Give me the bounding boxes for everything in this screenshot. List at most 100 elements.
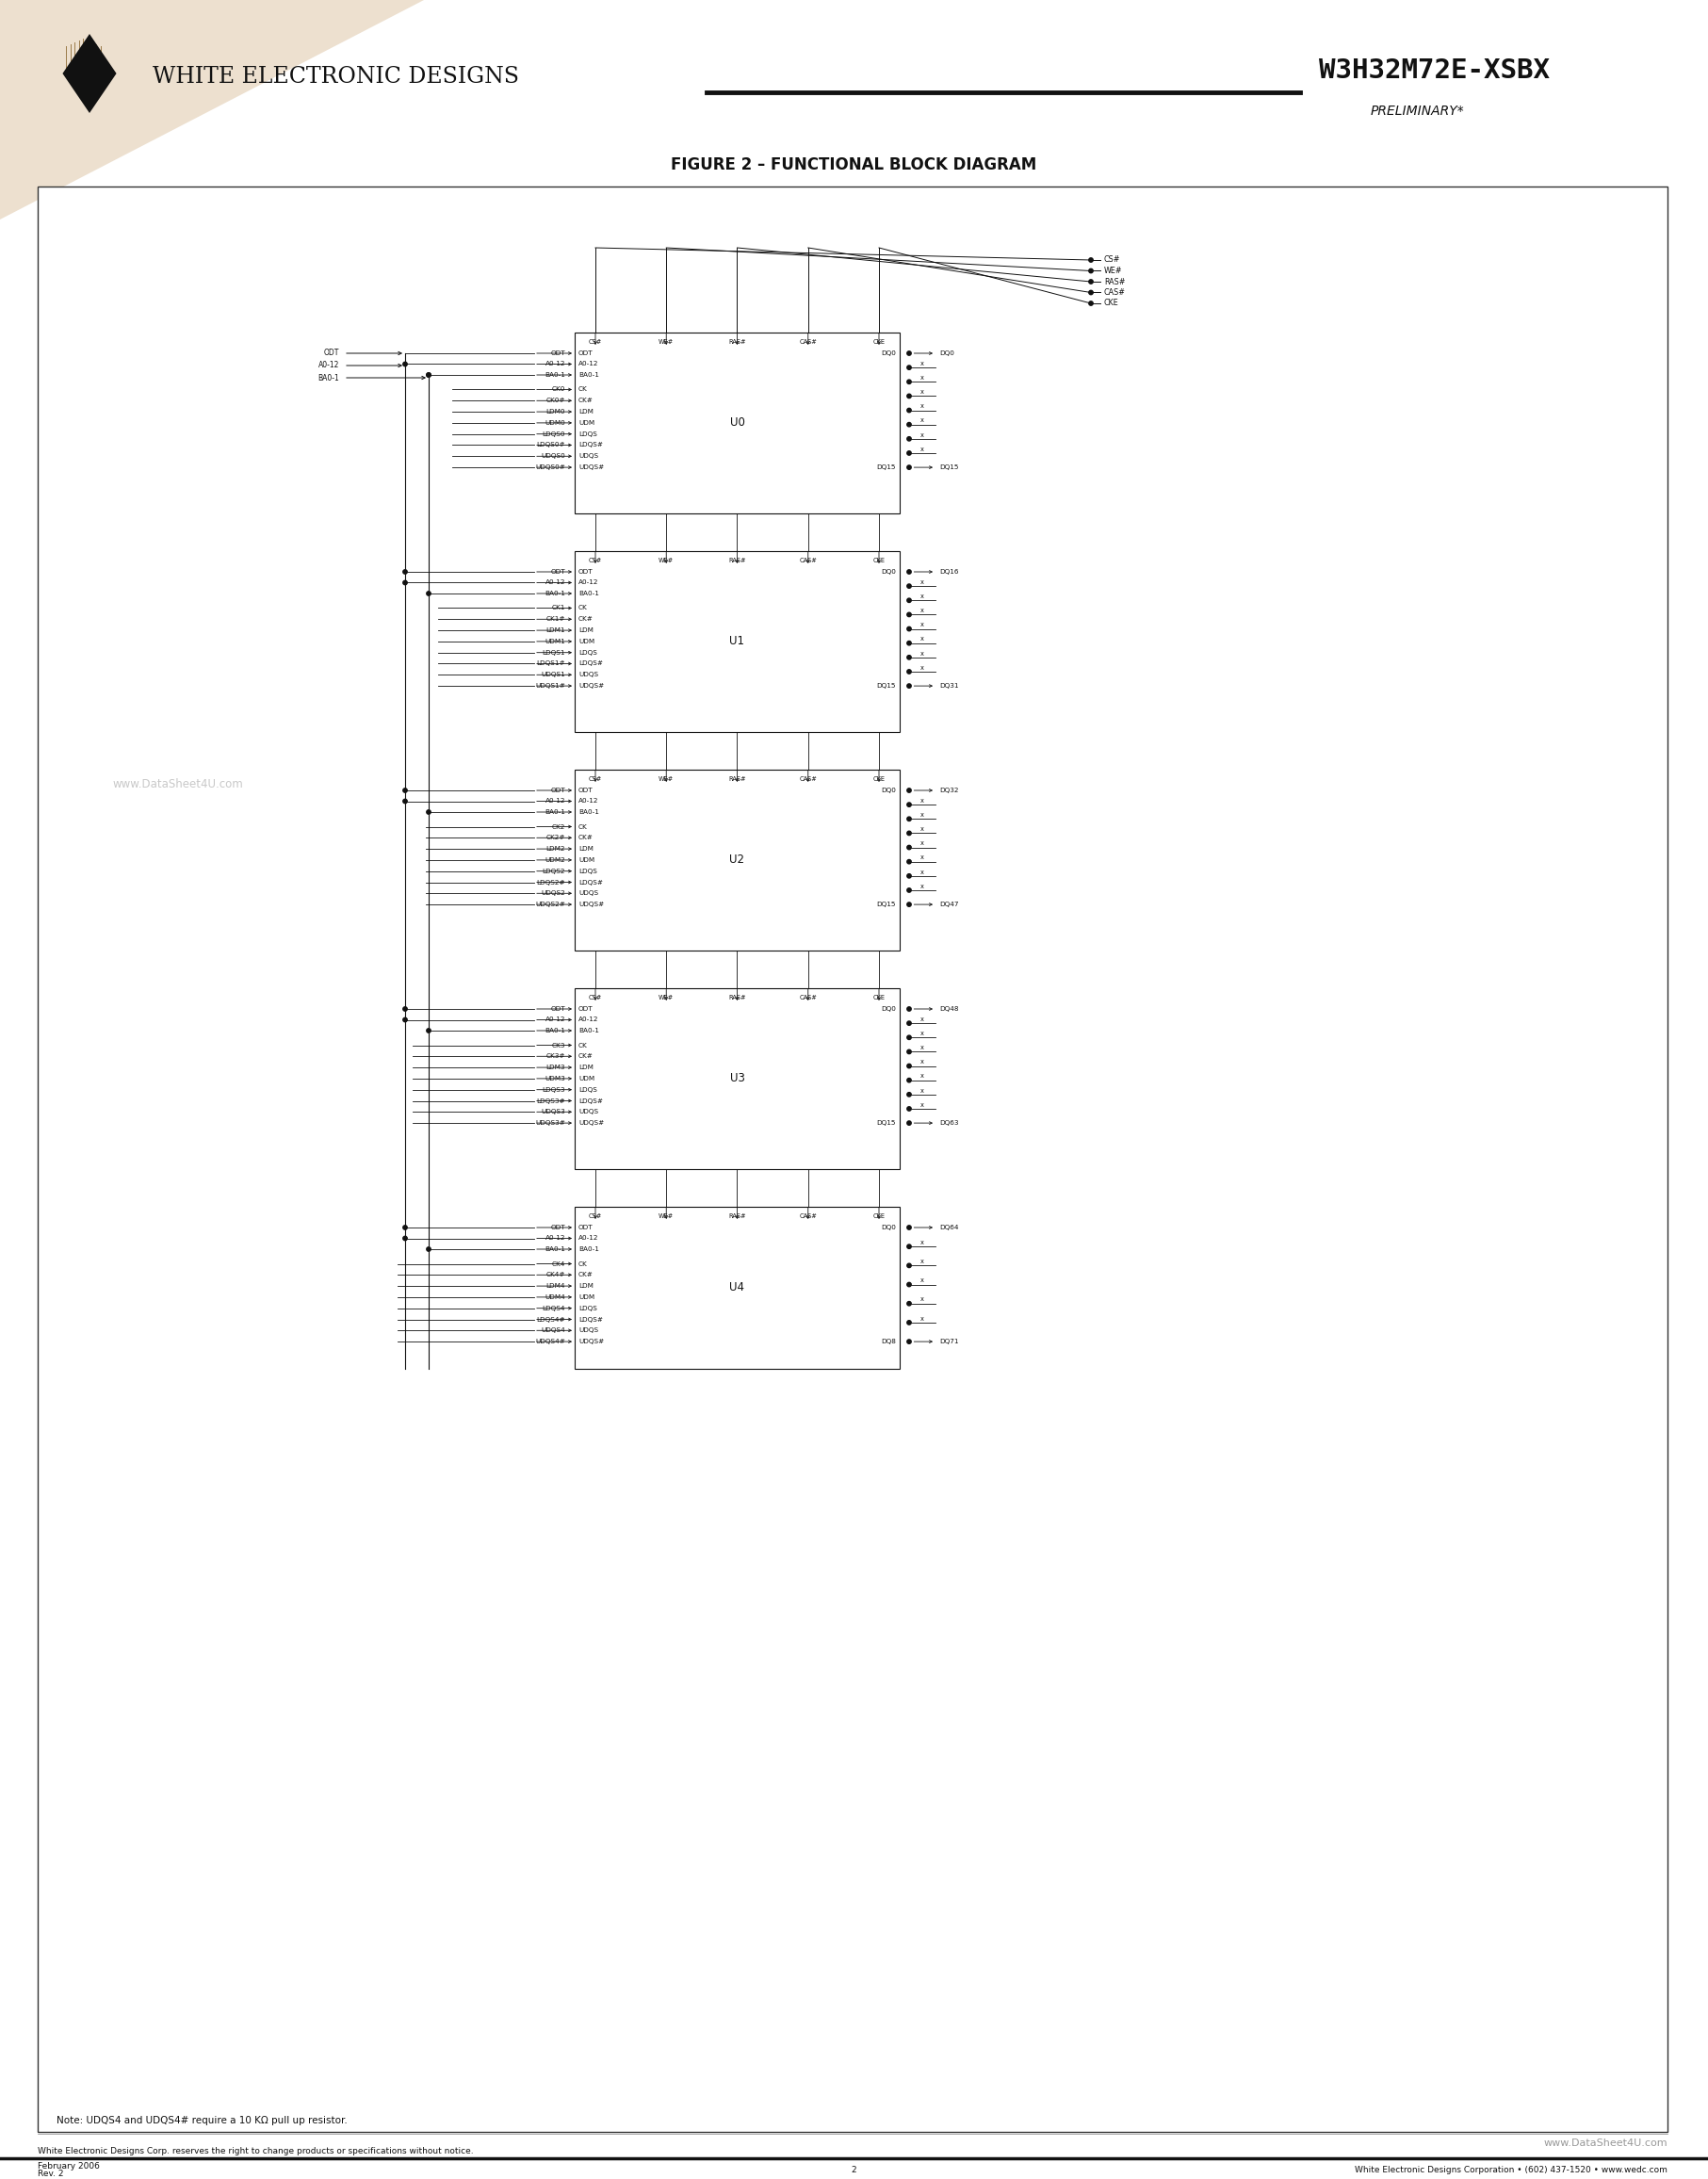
- Text: x: x: [921, 403, 924, 410]
- Text: x: x: [921, 869, 924, 874]
- Circle shape: [907, 599, 910, 601]
- Text: UDM: UDM: [579, 1076, 594, 1081]
- Circle shape: [907, 1320, 910, 1325]
- Text: DQ32: DQ32: [939, 787, 958, 793]
- Text: A0-12: A0-12: [579, 1018, 600, 1022]
- Text: x: x: [921, 1297, 924, 1303]
- Circle shape: [907, 874, 910, 878]
- Text: DQ63: DQ63: [939, 1120, 958, 1127]
- Text: White Electronic Designs Corp. reserves the right to change products or specific: White Electronic Designs Corp. reserves …: [38, 2146, 473, 2155]
- Circle shape: [907, 1022, 910, 1026]
- Text: ODT: ODT: [550, 1225, 565, 1231]
- Text: LDM: LDM: [579, 1066, 593, 1070]
- Circle shape: [907, 1301, 910, 1305]
- Text: x: x: [921, 636, 924, 643]
- Text: CK: CK: [579, 824, 588, 830]
- Text: Rev. 2: Rev. 2: [38, 2168, 63, 2177]
- Text: ODT: ODT: [550, 1007, 565, 1011]
- Text: LDQS#: LDQS#: [579, 880, 603, 885]
- Text: CKE: CKE: [873, 340, 885, 344]
- Text: CK: CK: [579, 1042, 588, 1048]
- Text: x: x: [921, 1259, 924, 1264]
- Text: x: x: [921, 1031, 924, 1037]
- Text: DQ15: DQ15: [876, 1120, 897, 1127]
- Text: UDM: UDM: [579, 421, 594, 425]
- Circle shape: [907, 802, 910, 806]
- Text: BA0-1: BA0-1: [579, 373, 600, 377]
- Text: CK2#: CK2#: [547, 835, 565, 841]
- Text: ODT: ODT: [550, 351, 565, 355]
- Circle shape: [907, 1063, 910, 1068]
- Text: LDQS1: LDQS1: [541, 649, 565, 656]
- Text: CAS#: CAS#: [799, 776, 816, 782]
- Circle shape: [907, 1079, 910, 1083]
- Text: LDQS: LDQS: [579, 1087, 598, 1092]
- Text: LDM4: LDM4: [547, 1283, 565, 1288]
- Text: February 2006: February 2006: [38, 2162, 99, 2170]
- Text: www.DataSheet4U.com: www.DataSheet4U.com: [1544, 2138, 1667, 2148]
- Text: CKE: CKE: [1103, 299, 1119, 307]
- Circle shape: [907, 423, 910, 427]
- Text: LDM: LDM: [579, 1283, 593, 1288]
- Circle shape: [1090, 257, 1093, 261]
- Circle shape: [403, 789, 407, 793]
- Text: DQ0: DQ0: [881, 351, 897, 355]
- Circle shape: [907, 789, 910, 793]
- Text: LDM: LDM: [579, 628, 593, 634]
- Circle shape: [403, 1007, 407, 1011]
- Circle shape: [1090, 290, 1093, 294]
- Text: DQ0: DQ0: [881, 1225, 897, 1231]
- Text: DQ64: DQ64: [939, 1225, 958, 1231]
- Circle shape: [907, 1283, 910, 1286]
- Text: UDM2: UDM2: [545, 856, 565, 863]
- Text: DQ47: DQ47: [939, 902, 958, 906]
- Circle shape: [403, 1235, 407, 1240]
- Text: Note: UDQS4 and UDQS4# require a 10 KΩ pull up resistor.: Note: UDQS4 and UDQS4# require a 10 KΩ p…: [56, 2116, 347, 2125]
- Text: RAS#: RAS#: [729, 1214, 746, 1218]
- Text: CS#: CS#: [589, 996, 603, 1000]
- Text: DQ15: DQ15: [939, 464, 958, 471]
- Text: A0-12: A0-12: [579, 1235, 600, 1242]
- Text: UDQS#: UDQS#: [579, 1120, 605, 1127]
- Circle shape: [907, 845, 910, 850]
- Text: UDQS#: UDQS#: [579, 902, 605, 906]
- Text: 2: 2: [851, 2166, 857, 2175]
- Text: BA0-1: BA0-1: [545, 591, 565, 597]
- Text: x: x: [921, 418, 924, 423]
- Text: BA0-1: BA0-1: [579, 1028, 600, 1033]
- Text: x: x: [921, 593, 924, 599]
- Text: x: x: [921, 1316, 924, 1320]
- Text: UDM4: UDM4: [545, 1294, 565, 1301]
- Text: A0-12: A0-12: [545, 1235, 565, 1242]
- Circle shape: [1090, 301, 1093, 305]
- Text: UDM: UDM: [579, 856, 594, 863]
- Circle shape: [907, 569, 910, 573]
- Text: CK#: CK#: [579, 399, 593, 403]
- Text: CKE: CKE: [873, 776, 885, 782]
- Text: RAS#: RAS#: [729, 558, 746, 564]
- Text: U3: U3: [729, 1072, 745, 1085]
- Bar: [574, 989, 900, 1170]
- Circle shape: [907, 684, 910, 689]
- Text: UDM3: UDM3: [545, 1076, 565, 1081]
- Text: CK3: CK3: [552, 1042, 565, 1048]
- Text: LDM0: LDM0: [547, 410, 565, 414]
- Text: U4: U4: [729, 1281, 745, 1294]
- Text: WE#: WE#: [659, 996, 675, 1000]
- Text: x: x: [921, 362, 924, 366]
- Text: BA0-1: BA0-1: [545, 373, 565, 377]
- Circle shape: [907, 407, 910, 412]
- Circle shape: [907, 861, 910, 863]
- Text: x: x: [921, 390, 924, 394]
- Text: UDM: UDM: [579, 638, 594, 645]
- Circle shape: [907, 817, 910, 821]
- Circle shape: [907, 379, 910, 384]
- Bar: [574, 769, 900, 950]
- Text: x: x: [921, 1074, 924, 1079]
- Text: BA0-1: BA0-1: [318, 373, 340, 381]
- Text: White Electronic Designs Corporation • (602) 437-1520 • www.wedc.com: White Electronic Designs Corporation • (…: [1354, 2166, 1667, 2175]
- Text: x: x: [921, 1046, 924, 1050]
- Text: UDQS2#: UDQS2#: [535, 902, 565, 906]
- Text: DQ0: DQ0: [939, 351, 955, 355]
- Text: UDQS#: UDQS#: [579, 464, 605, 471]
